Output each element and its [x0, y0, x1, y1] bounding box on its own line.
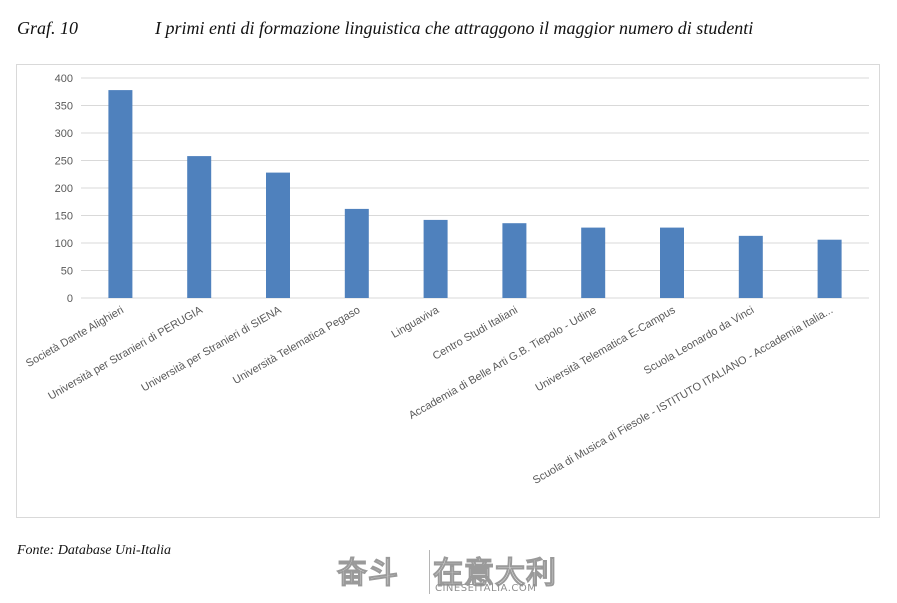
y-tick-label: 50 [61, 266, 73, 278]
y-tick-label: 400 [55, 73, 73, 85]
figure-number: Graf. 10 [17, 18, 79, 38]
y-tick-label: 100 [55, 238, 73, 250]
x-tick-label: Università per Stranieri di SIENA [139, 304, 284, 395]
y-tick-label: 300 [55, 128, 73, 140]
watermark-left-text: 奋斗 [337, 556, 399, 592]
bar [817, 239, 842, 298]
figure-header: Graf. 10 I primi enti di formazione ling… [17, 18, 877, 46]
x-tick-label: Università per Stranieri di PERUGIA [46, 304, 205, 403]
bar [108, 90, 133, 298]
watermark-separator [429, 550, 430, 594]
bar [738, 235, 763, 298]
bar [502, 223, 527, 298]
x-tick-label: Scuola di Musica di Fiesole - ISTITUTO I… [531, 304, 835, 487]
x-tick-label: Linguaviva [390, 304, 442, 341]
x-tick-label: Università Telematica E-Campus [533, 304, 677, 394]
chart-area: 0 50 100 150 200 250 300 350 400 Società Dante Al… [16, 64, 880, 518]
y-tick-label: 350 [55, 101, 73, 113]
y-tick-label: 250 [55, 156, 73, 168]
y-tick-label: 0 [67, 293, 73, 305]
source-note: Fonte: Database Uni-Italia [17, 543, 171, 558]
figure-title: I primi enti di formazione linguistica c… [155, 18, 754, 38]
watermark-url: CINESEITALIA.COM [435, 583, 537, 594]
bar [660, 227, 684, 298]
watermark-logo: 奋斗 在意大利 CINESEITALIA.COM [337, 548, 559, 598]
y-tick-label: 150 [55, 211, 73, 223]
watermark-right-text: 在意大利 [433, 556, 557, 592]
x-tick-label: Università Telematica Pegaso [231, 304, 362, 387]
bar [344, 208, 369, 298]
bar [581, 227, 606, 298]
bar [266, 172, 290, 298]
bar [187, 156, 212, 298]
y-tick-label: 200 [55, 183, 73, 195]
bar [423, 219, 448, 298]
